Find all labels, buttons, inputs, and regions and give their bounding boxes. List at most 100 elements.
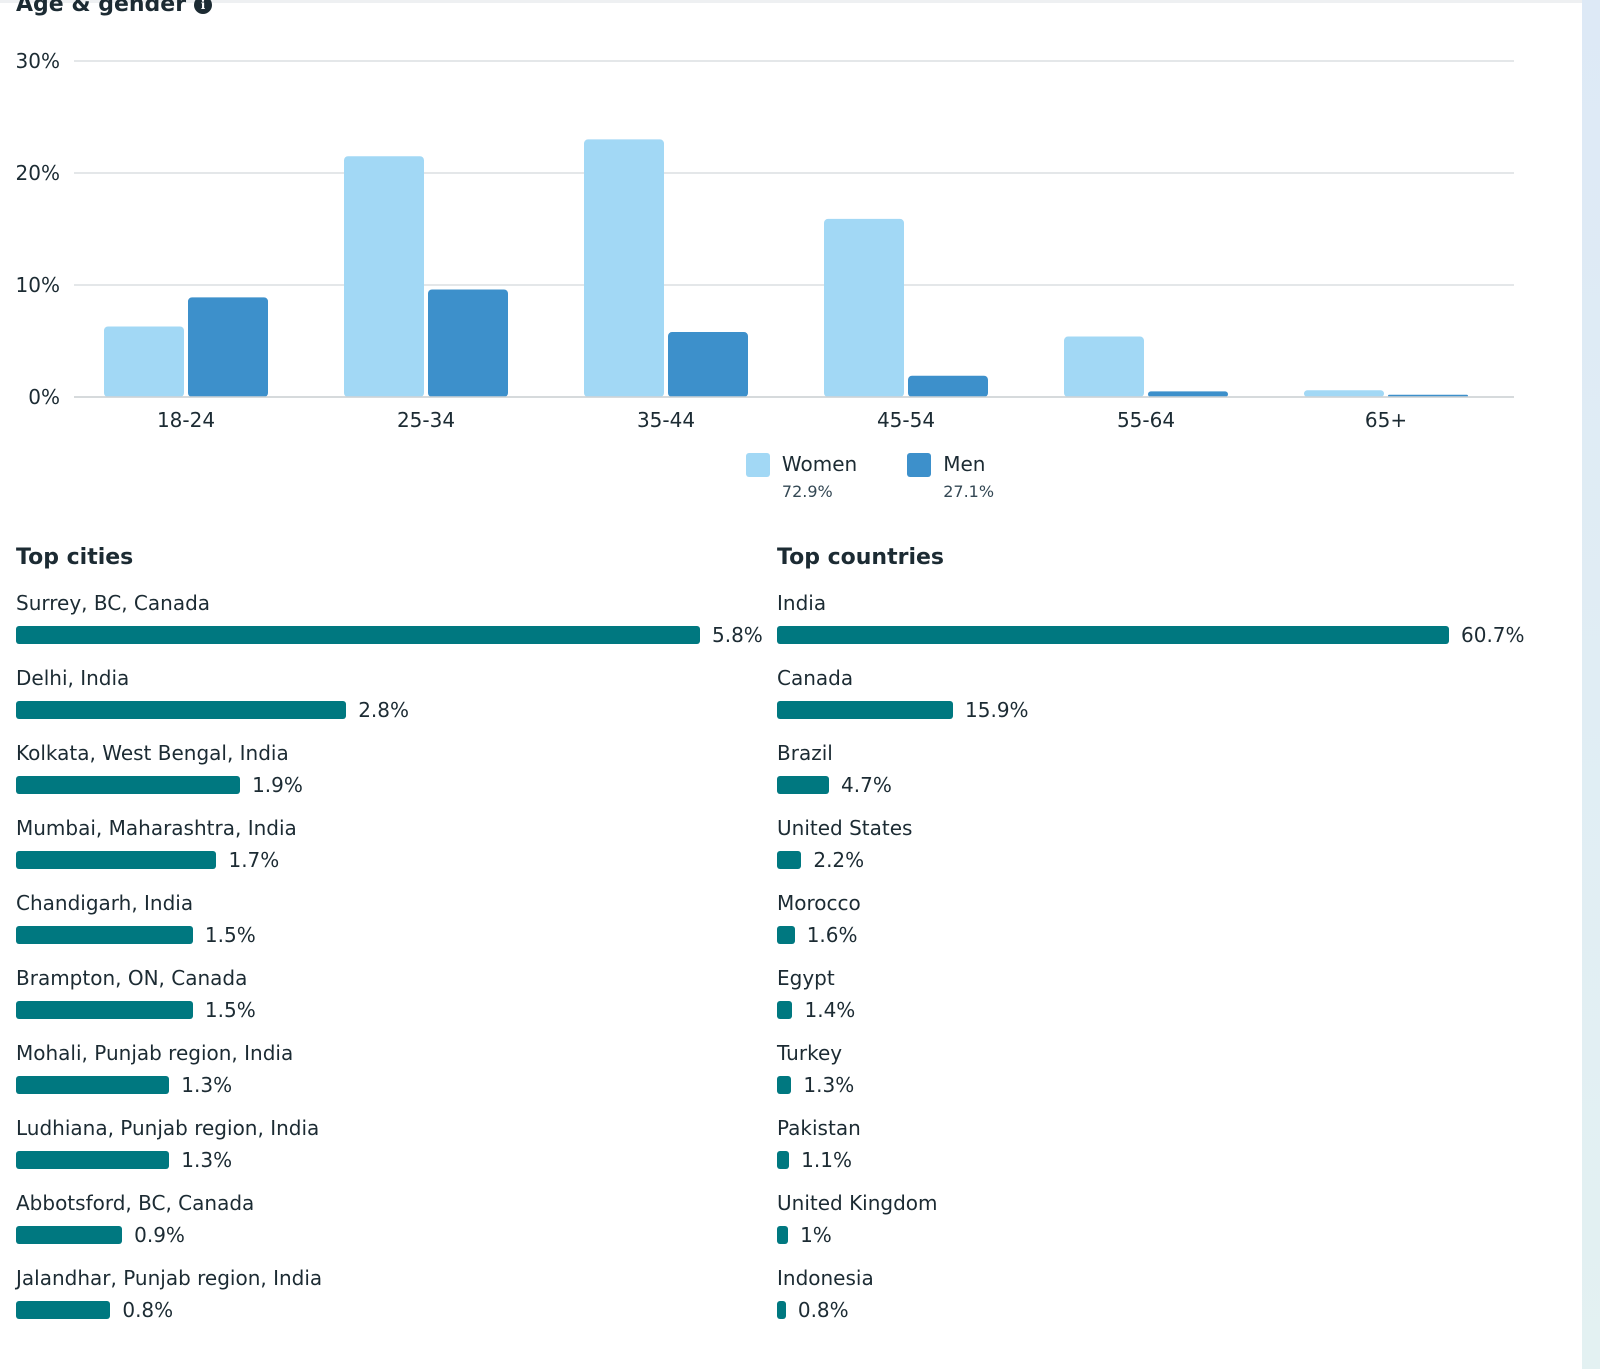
city-bar-line: 1.3% — [16, 1145, 776, 1175]
cities-list: Surrey, BC, Canada 5.8% Delhi, India 2.8% Ko… — [16, 590, 776, 1340]
info-icon[interactable]: i — [194, 0, 213, 14]
x-tick-label: 65+ — [1365, 408, 1407, 432]
city-bar — [16, 1151, 170, 1169]
city-row: Mumbai, Maharashtra, India 1.7% — [16, 815, 776, 890]
bar-women-25-34[interactable] — [344, 156, 424, 397]
scrollbar-track[interactable] — [1582, 0, 1600, 1369]
country-value: 1.3% — [803, 1073, 855, 1097]
bar-men-45-54[interactable] — [908, 375, 988, 397]
country-label: Morocco — [777, 891, 861, 915]
country-bar-line: 1% — [777, 1220, 1537, 1250]
city-bar — [16, 1301, 111, 1319]
country-row: Morocco 1.6% — [777, 890, 1537, 965]
section-header: Age & gender i — [16, 0, 213, 17]
city-bar-line: 1.9% — [16, 770, 776, 800]
city-row: Mohali, Punjab region, India 1.3% — [16, 1040, 776, 1115]
country-row: Turkey 1.3% — [777, 1040, 1537, 1115]
top-cities-section: Top cities Surrey, BC, Canada 5.8% Delhi, … — [16, 545, 776, 1340]
city-bar-line: 1.5% — [16, 995, 776, 1025]
bar-men-55-64[interactable] — [1148, 391, 1228, 397]
legend-item-men[interactable]: Men 27.1% — [907, 452, 994, 501]
city-bar-line: 0.8% — [16, 1295, 776, 1325]
city-bar-line: 1.3% — [16, 1070, 776, 1100]
bar-women-45-54[interactable] — [824, 218, 904, 397]
country-bar — [777, 926, 795, 944]
city-label: Brampton, ON, Canada — [16, 966, 248, 990]
country-row: Indonesia 0.8% — [777, 1265, 1537, 1340]
city-bar — [16, 851, 217, 869]
bar-women-55-64[interactable] — [1064, 336, 1144, 397]
x-tick-label: 55-64 — [1117, 408, 1175, 432]
section-title: Top countries — [777, 545, 945, 570]
city-value: 0.9% — [134, 1223, 185, 1247]
country-bar — [777, 1076, 792, 1094]
country-label: Brazil — [777, 741, 833, 765]
bar-men-25-34[interactable] — [428, 289, 508, 397]
country-label: United Kingdom — [777, 1191, 938, 1215]
country-row: United States 2.2% — [777, 815, 1537, 890]
x-tick-label: 45-54 — [877, 408, 935, 432]
city-bar — [16, 1226, 123, 1244]
country-bar-line: 15.9% — [777, 695, 1537, 725]
city-bar — [16, 926, 193, 944]
city-value: 1.9% — [252, 773, 303, 797]
legend-label: Women — [781, 452, 858, 476]
city-label: Surrey, BC, Canada — [16, 591, 211, 615]
city-bar — [16, 776, 241, 794]
city-bar-line: 0.9% — [16, 1220, 776, 1250]
country-bar-line: 1.6% — [777, 920, 1537, 950]
top-countries-section: Top countries India 60.7% Canada 15.9% Brazi… — [777, 545, 1537, 1340]
country-value: 2.2% — [813, 848, 865, 872]
country-bar-line: 60.7% — [777, 620, 1537, 650]
country-label: Pakistan — [777, 1116, 861, 1140]
country-label: Turkey — [777, 1041, 843, 1065]
city-label: Mohali, Punjab region, India — [16, 1041, 294, 1065]
city-bar-line: 2.8% — [16, 695, 776, 725]
countries-list: India 60.7% Canada 15.9% Brazil 4.7% United St… — [777, 590, 1537, 1340]
country-row: Brazil 4.7% — [777, 740, 1537, 815]
bar-women-18-24[interactable] — [104, 326, 184, 397]
country-bar-line: 1.1% — [777, 1145, 1537, 1175]
city-value: 2.8% — [358, 698, 410, 722]
country-label: Indonesia — [777, 1266, 874, 1290]
city-label: Mumbai, Maharashtra, India — [16, 816, 297, 840]
city-row: Chandigarh, India 1.5% — [16, 890, 776, 965]
city-row: Ludhiana, Punjab region, India 1.3% — [16, 1115, 776, 1190]
country-bar — [777, 776, 830, 794]
country-bar-line: 2.2% — [777, 845, 1537, 875]
country-value: 15.9% — [965, 698, 1029, 722]
country-bar-line: 1.4% — [777, 995, 1537, 1025]
city-value: 5.8% — [712, 623, 763, 647]
city-bar-line: 1.5% — [16, 920, 776, 950]
country-bar — [777, 851, 802, 869]
city-label: Kolkata, West Bengal, India — [16, 741, 289, 765]
country-row: Pakistan 1.1% — [777, 1115, 1537, 1190]
city-bar-line: 5.8% — [16, 620, 776, 650]
country-row: India 60.7% — [777, 590, 1537, 665]
country-label: India — [777, 591, 827, 615]
bar-men-18-24[interactable] — [188, 297, 268, 397]
bar-women-65+[interactable] — [1304, 390, 1384, 397]
city-row: Brampton, ON, Canada 1.5% — [16, 965, 776, 1040]
country-value: 4.7% — [841, 773, 892, 797]
chart-legend: Women 72.9% Men 27.1% — [0, 452, 1600, 501]
city-row: Jalandhar, Punjab region, India 0.8% — [16, 1265, 776, 1340]
x-tick-label: 25-34 — [397, 408, 455, 432]
city-label: Delhi, India — [16, 666, 130, 690]
city-label: Abbotsford, BC, Canada — [16, 1191, 255, 1215]
city-row: Kolkata, West Bengal, India 1.9% — [16, 740, 776, 815]
legend-swatch-women — [745, 453, 770, 477]
country-bar — [777, 1301, 786, 1319]
age-gender-chart: 0% 10% 20% 30% 18-24 25-34 35-44 45-54 55-64 65+ — [16, 49, 1514, 432]
country-bar — [777, 626, 1449, 644]
y-tick-label: 10% — [16, 273, 60, 297]
country-label: United States — [777, 816, 913, 840]
legend-item-women[interactable]: Women 72.9% — [745, 452, 858, 501]
city-row: Abbotsford, BC, Canada 0.9% — [16, 1190, 776, 1265]
country-value: 0.8% — [797, 1298, 849, 1322]
bar-women-35-44[interactable] — [584, 139, 664, 397]
bar-men-35-44[interactable] — [668, 332, 748, 397]
x-tick-label: 35-44 — [637, 408, 695, 432]
legend-label: Men — [943, 452, 986, 476]
city-row: Delhi, India 2.8% — [16, 665, 776, 740]
